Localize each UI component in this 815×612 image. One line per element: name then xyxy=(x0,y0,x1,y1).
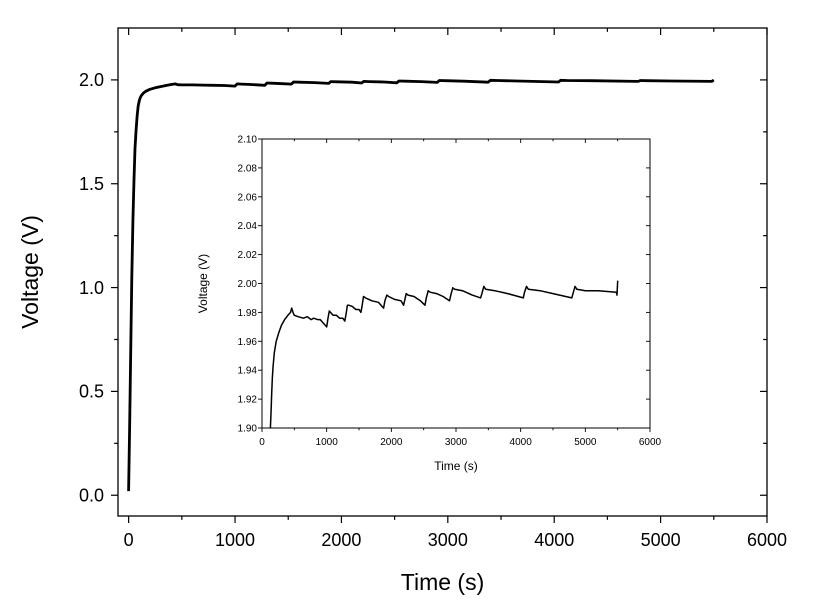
main-y-tick-label: 1.5 xyxy=(79,174,104,194)
inset-x-tick-label: 2000 xyxy=(380,437,403,448)
inset-y-tick-label: 1.98 xyxy=(238,308,258,319)
main-x-tick-label: 6000 xyxy=(747,530,787,550)
inset-y-tick-label: 2.08 xyxy=(238,163,258,174)
main-x-axis-label: Time (s) xyxy=(401,569,484,595)
main-y-tick-label: 0.5 xyxy=(79,382,104,402)
inset-y-tick-label: 1.90 xyxy=(238,424,258,435)
inset-y-tick-label: 2.06 xyxy=(238,192,258,203)
inset-y-tick-label: 1.94 xyxy=(238,366,258,377)
main-x-tick-label: 3000 xyxy=(428,530,468,550)
inset-x-tick-label: 5000 xyxy=(574,437,597,448)
inset-y-axis-label: Voltage (V) xyxy=(196,254,210,313)
main-y-tick-label: 1.0 xyxy=(79,278,104,298)
inset-y-tick-label: 2.00 xyxy=(238,279,258,290)
inset-x-tick-label: 0 xyxy=(259,437,265,448)
inset-y-tick-label: 2.04 xyxy=(238,221,258,232)
inset-y-tick-label: 1.96 xyxy=(238,337,258,348)
inset-x-tick-label: 3000 xyxy=(445,437,468,448)
main-x-tick-label: 2000 xyxy=(321,530,361,550)
inset-y-tick-label: 1.92 xyxy=(238,395,258,406)
inset-x-tick-label: 1000 xyxy=(316,437,339,448)
main-x-tick-label: 1000 xyxy=(215,530,255,550)
inset-x-tick-label: 4000 xyxy=(510,437,533,448)
main-x-tick-label: 0 xyxy=(124,530,134,550)
inset-y-tick-label: 2.10 xyxy=(238,135,258,146)
inset-series-line xyxy=(269,280,619,429)
main-y-tick-label: 2.0 xyxy=(79,70,104,90)
inset-group: 0 1000 2000 3000 4000 5000 6000 1.90 1.92 1.94 1.9… xyxy=(196,135,662,474)
main-x-tick-label: 5000 xyxy=(641,530,681,550)
inset-plot-frame xyxy=(261,138,651,429)
inset-x-axis-label: Time (s) xyxy=(434,459,478,473)
main-x-tick-label: 4000 xyxy=(534,530,574,550)
main-series-line xyxy=(127,78,715,492)
inset-x-tick-label: 6000 xyxy=(639,437,662,448)
main-y-tick-label: 0.0 xyxy=(79,486,104,506)
inset-y-tick-label: 2.02 xyxy=(238,250,258,261)
main-y-axis-label: Voltage (V) xyxy=(17,215,43,329)
